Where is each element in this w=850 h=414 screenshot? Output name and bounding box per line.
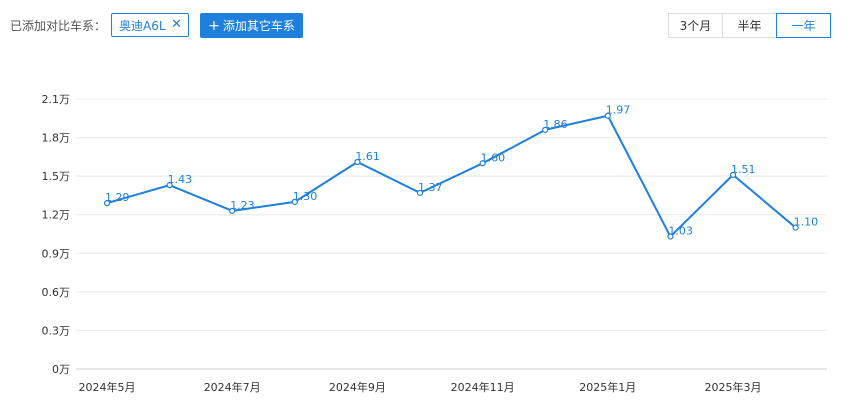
selected-series-chip[interactable]: 奥迪A6L ✕ [111,13,189,37]
data-label: 1.61 [355,150,380,163]
data-point [667,233,674,240]
range-label: 3个月 [679,19,712,33]
data-label: 1.03 [668,225,693,238]
close-icon[interactable]: ✕ [171,17,182,32]
data-point [291,198,298,205]
data-point [229,207,236,214]
x-tick-label: 2024年11月 [451,380,515,394]
x-tick-label: 2025年1月 [579,380,636,394]
toolbar: 已添加对比车系： 奥迪A6L ✕ + 添加其它车系 3个月 半年 一年 [0,0,850,50]
data-point [729,171,737,178]
data-label: 1.30 [293,190,318,203]
y-tick-label: 1.8万 [42,132,71,145]
data-point [542,126,549,133]
data-label: 1.51 [731,163,756,176]
y-tick-label: 1.5万 [42,170,71,183]
x-tick-label: 2024年7月 [204,380,261,394]
y-tick-label: 2.1万 [42,93,71,106]
range-button-half-year[interactable]: 半年 [722,13,777,38]
data-label: 1.97 [606,104,631,117]
data-point [604,112,611,119]
data-label: 1.37 [418,181,443,194]
data-label: 1.86 [543,118,568,131]
range-label: 一年 [791,19,816,33]
compare-label: 已添加对比车系： [10,19,107,33]
y-tick-label: 0.9万 [42,247,71,260]
series-line [106,114,797,238]
data-label: 1.10 [794,216,819,229]
data-label: 1.29 [105,191,130,204]
y-tick-label: 0万 [52,363,70,376]
time-range-selector: 3个月 半年 一年 [668,13,831,38]
y-tick-label: 0.6万 [42,286,71,299]
data-point [416,189,424,196]
plus-icon: + [208,17,220,34]
y-tick-label: 0.3万 [42,324,71,337]
selected-series-label: 奥迪A6L [119,18,166,33]
data-point [479,160,486,167]
data-label: 1.43 [168,173,193,186]
x-tick-label: 2024年5月 [79,380,136,394]
data-label: 1.60 [481,151,506,164]
range-button-one-year[interactable]: 一年 [776,13,831,38]
data-label: 1.23 [230,199,255,212]
data-point [354,158,361,166]
range-label: 半年 [737,19,762,33]
x-tick-label: 2025年3月 [705,380,762,394]
add-series-button[interactable]: + 添加其它车系 [200,13,303,38]
add-series-label: 添加其它车系 [222,19,295,33]
data-point [792,224,799,231]
data-point [103,200,111,207]
x-tick-label: 2024年9月 [329,380,386,394]
data-point [166,182,173,189]
y-tick-label: 1.2万 [42,209,71,222]
